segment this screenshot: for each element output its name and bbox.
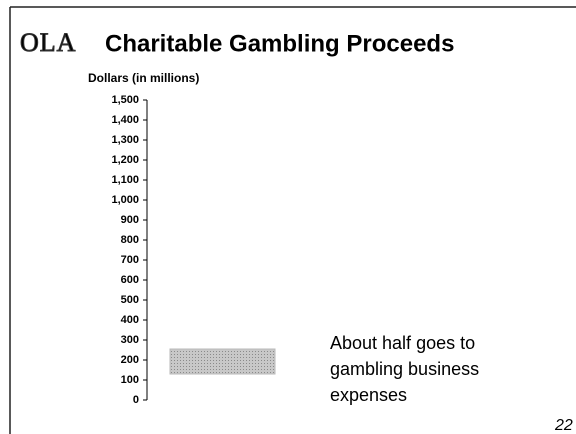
y-tick-label: 900	[121, 214, 139, 226]
page-number: 22	[554, 417, 573, 434]
annotation: gambling business	[330, 359, 479, 379]
y-tick-label: 400	[121, 314, 139, 326]
y-tick-label: 300	[121, 334, 139, 346]
y-tick-label: 1,400	[111, 114, 139, 126]
y-tick-label: 1,100	[111, 174, 139, 186]
logo: OLA	[20, 28, 76, 57]
bar	[169, 348, 276, 375]
annotation: About half goes to	[330, 333, 475, 353]
y-tick-label: 200	[121, 354, 139, 366]
annotation: expenses	[330, 385, 407, 405]
y-tick-label: 1,000	[111, 194, 139, 206]
chart-title: Charitable Gambling Proceeds	[105, 30, 454, 57]
y-tick-label: 600	[121, 274, 139, 286]
y-tick-label: 1,500	[111, 94, 139, 106]
y-tick-label: 0	[133, 394, 139, 406]
y-tick-label: 800	[121, 234, 139, 246]
y-axis-label: Dollars (in millions)	[88, 71, 199, 85]
y-tick-label: 100	[121, 374, 139, 386]
y-tick-label: 700	[121, 254, 139, 266]
y-tick-label: 1,200	[111, 154, 139, 166]
y-tick-label: 500	[121, 294, 139, 306]
y-tick-label: 1,300	[111, 134, 139, 146]
